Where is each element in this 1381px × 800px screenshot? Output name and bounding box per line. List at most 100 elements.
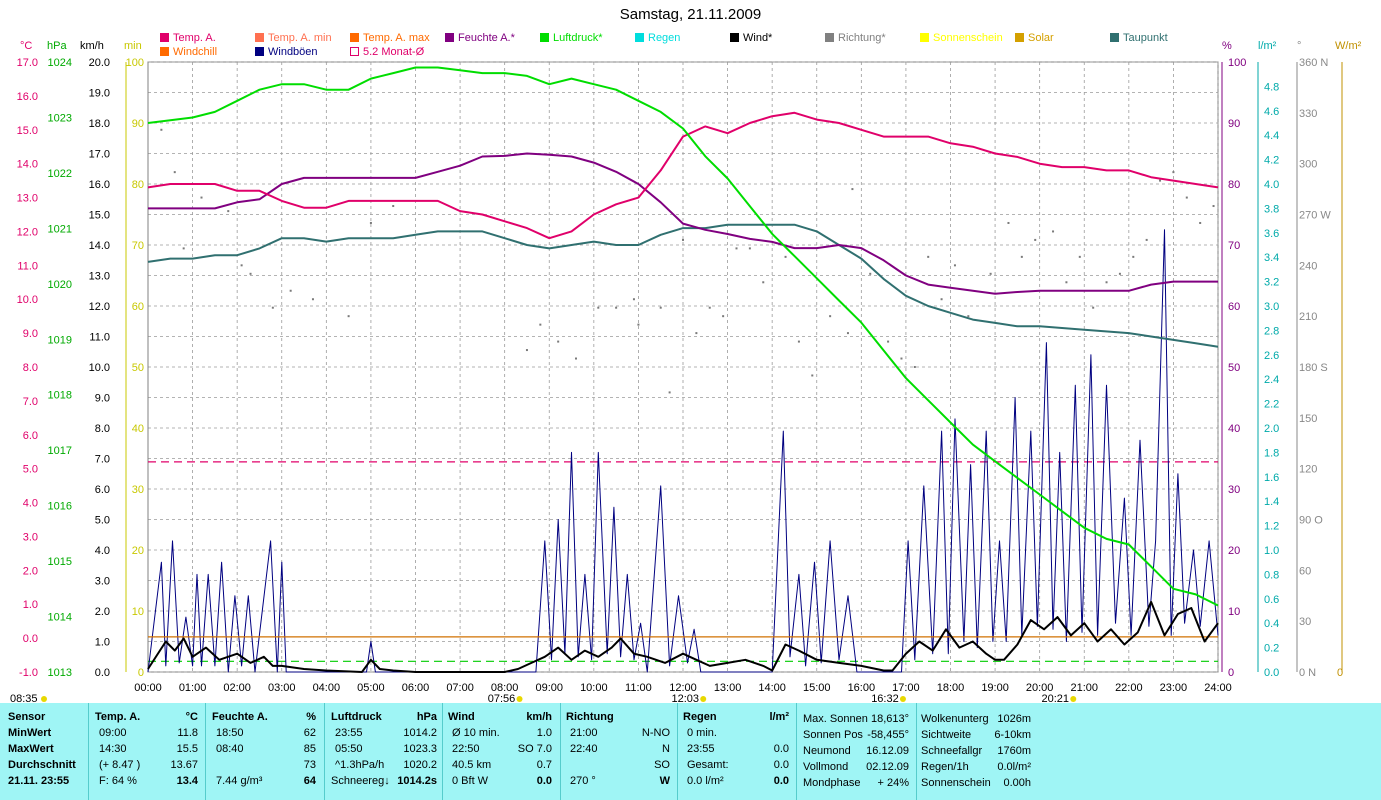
misc-label: Regen/1h (921, 761, 969, 773)
direction-point (762, 281, 765, 284)
x-tick-label: 18:00 (937, 682, 965, 694)
x-tick-label: 07:00 (446, 682, 474, 694)
legend-label: Sonnenschein (933, 32, 1003, 44)
legend-entry: 5.2 Monat-Ø (350, 46, 424, 58)
humidity-cell (212, 759, 216, 771)
humidity-value: 62 (303, 727, 316, 739)
direction-value: N (662, 743, 670, 755)
legend-swatch (730, 33, 739, 42)
statistics-panel: Sensor MinWert MaxWert Durchschnitt 21.1… (0, 703, 1381, 800)
tick-label: 70 (132, 240, 144, 252)
sun-icon (41, 696, 47, 702)
direction-point (173, 171, 176, 174)
chart-canvas: 17.0 16.0 15.0 14.0 13.0 12.0 11.0 10.0 9.0 8.0 7.… (10, 57, 1343, 703)
time-marker: 16:32 (871, 693, 899, 703)
tick-label: 8.0 (23, 362, 38, 374)
tick-label: 80 (1228, 179, 1240, 191)
misc-column: Wolkenunterg 1026m Sichtweite 6-10km Schne… (921, 711, 1033, 791)
direction-value: SO (654, 759, 670, 771)
humidity-value: 85 (303, 743, 316, 755)
tick-label: 30 (132, 484, 144, 496)
direction-point (1105, 281, 1108, 284)
tick-label: 90 (1228, 118, 1240, 130)
direction-point (182, 247, 185, 250)
tick-label: 1019 (48, 334, 72, 346)
direction-point (1159, 179, 1162, 182)
astro-label: Vollmond (803, 761, 849, 773)
tick-label: 20.0 (89, 57, 110, 69)
legend-entry: Temp. A. max (350, 32, 430, 44)
tick-label: 90 O (1299, 515, 1323, 527)
humidity-cell: 08:40 (216, 743, 244, 755)
direction-point (748, 247, 751, 250)
direction-point (369, 221, 372, 224)
tick-label: 0 N (1299, 667, 1316, 679)
legend-entry: Wind* (730, 32, 772, 44)
misc-value: 0.00h (1003, 777, 1031, 789)
legend-entry: Temp. A. (160, 32, 216, 44)
series-line (147, 229, 1219, 673)
tick-label: 4.6 (1264, 106, 1279, 118)
legend-label: Richtung* (838, 32, 886, 44)
legend-entry: Regen (635, 32, 680, 44)
direction-point (575, 357, 577, 360)
time-marker: 12:03 (671, 693, 699, 703)
x-tick-label: 00:00 (134, 682, 162, 694)
tick-label: 60 (1299, 565, 1311, 577)
tick-label: 270 W (1299, 210, 1331, 222)
legend-label: Taupunkt (1123, 32, 1168, 44)
tick-label: 90 (132, 118, 144, 130)
tick-label: 12.0 (17, 226, 38, 238)
misc-label: Schneefallgr (921, 745, 983, 757)
direction-point (1065, 281, 1068, 284)
tick-label: 1.0 (23, 599, 38, 611)
x-tick-label: 23:00 (1160, 682, 1188, 694)
legend-swatch (920, 33, 929, 42)
time-marker: 07:56 (488, 693, 516, 703)
x-tick-label: 10:00 (580, 682, 608, 694)
tick-label: 11.0 (89, 332, 110, 344)
tick-label: 1020 (48, 279, 72, 291)
astro-label: Max. Sonnen (803, 713, 868, 725)
temp-unit: °C (20, 40, 33, 52)
legend-swatch (255, 47, 264, 56)
x-tick-label: 11:00 (625, 682, 652, 694)
sensor-row: 21.11. 23:55 (8, 775, 70, 787)
astro-label: Neumond (803, 745, 851, 757)
direction-point (615, 306, 618, 309)
tick-label: 3.6 (1264, 228, 1279, 240)
tick-label: 10.0 (89, 362, 110, 374)
legend-label: Windchill (173, 46, 218, 58)
temp-cell: F: 64 % (99, 775, 137, 787)
tick-label: 0.8 (1264, 569, 1279, 581)
tick-label: 3.0 (95, 576, 110, 588)
temp-column: Temp. A. °C 09:00 11.8 14:30 15.5 (+ 8.47 )… (95, 709, 200, 789)
tick-label: 0 (1228, 667, 1234, 679)
tick-label: 20 (1228, 545, 1240, 557)
tick-label: 17.0 (17, 57, 38, 69)
tick-label: 19.0 (89, 88, 110, 100)
tick-label: -1.0 (19, 667, 38, 679)
tick-label: 14.0 (89, 240, 110, 252)
pressure-cell: ^1.3hPa/h (335, 759, 385, 771)
direction-point (784, 255, 787, 258)
direction-point (811, 374, 814, 377)
legend-entry: Richtung* (825, 32, 886, 44)
tick-label: 16.0 (17, 91, 38, 103)
tick-label: 4.0 (1264, 179, 1279, 191)
rain-header: Regen (683, 711, 717, 723)
temp-cell: 09:00 (99, 727, 127, 739)
wind-header: Wind (448, 711, 475, 723)
x-tick-label: 21:00 (1070, 682, 1098, 694)
tick-label: 3.0 (23, 531, 38, 543)
direction-point (1172, 171, 1175, 174)
direction-point (1118, 272, 1121, 275)
direction-point (1199, 221, 1202, 224)
legend-swatch (350, 33, 359, 42)
tick-label: 10 (132, 606, 144, 618)
temp-value: 15.5 (176, 743, 198, 755)
direction-point (637, 323, 640, 326)
tick-label: 1013 (48, 667, 72, 679)
legend-swatch (255, 33, 264, 42)
tick-label: 7.0 (95, 454, 110, 466)
